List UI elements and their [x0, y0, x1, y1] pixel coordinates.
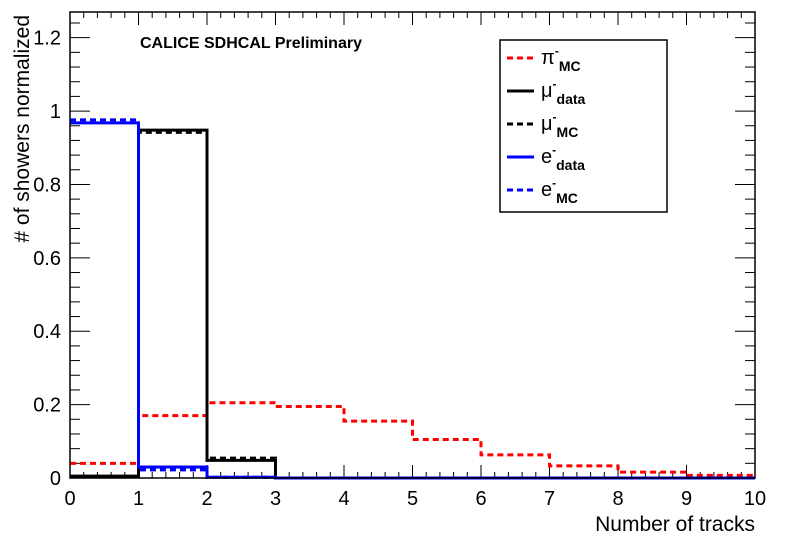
x-tick-label: 0: [64, 488, 75, 510]
x-tick-label: 10: [744, 488, 766, 510]
legend-label: μ-MC: [541, 110, 578, 140]
x-tick-label: 3: [270, 488, 281, 510]
chart-annotation: CALICE SDHCAL Preliminary: [140, 35, 362, 52]
legend-label: π-MC: [541, 44, 581, 74]
y-tick-label: 0.4: [33, 321, 61, 343]
x-axis-label: Number of tracks: [595, 513, 755, 536]
legend-label: e-data: [541, 143, 585, 173]
y-tick-label: 0: [50, 468, 61, 490]
x-tick-label: 7: [544, 488, 555, 510]
y-tick-label: 1: [50, 101, 61, 123]
y-axis-label: # of showers normalized: [11, 15, 34, 243]
x-tick-label: 5: [407, 488, 418, 510]
x-tick-label: 9: [681, 488, 692, 510]
plot-frame: [69, 11, 756, 479]
legend-box: [499, 39, 668, 213]
y-tick-label: 0.2: [33, 395, 61, 417]
x-tick-label: 2: [201, 488, 212, 510]
x-tick-label: 4: [338, 488, 349, 510]
legend-label: μ-data: [541, 77, 586, 107]
x-tick-label: 6: [475, 488, 486, 510]
y-tick-label: 1.2: [33, 28, 61, 50]
series-line: [70, 130, 755, 480]
x-tick-label: 8: [612, 488, 623, 510]
series-line: [70, 401, 755, 477]
tick-labels: 0 1 2 3 4 5 6 7 8 9 10 0 0.2 0.4 0.6 0.8 1 1.2: [33, 28, 766, 510]
legend-label: e-MC: [541, 176, 578, 206]
x-tick-label: 1: [133, 488, 144, 510]
y-tick-label: 0.8: [33, 174, 61, 196]
y-tick-label: 0.6: [33, 248, 61, 270]
